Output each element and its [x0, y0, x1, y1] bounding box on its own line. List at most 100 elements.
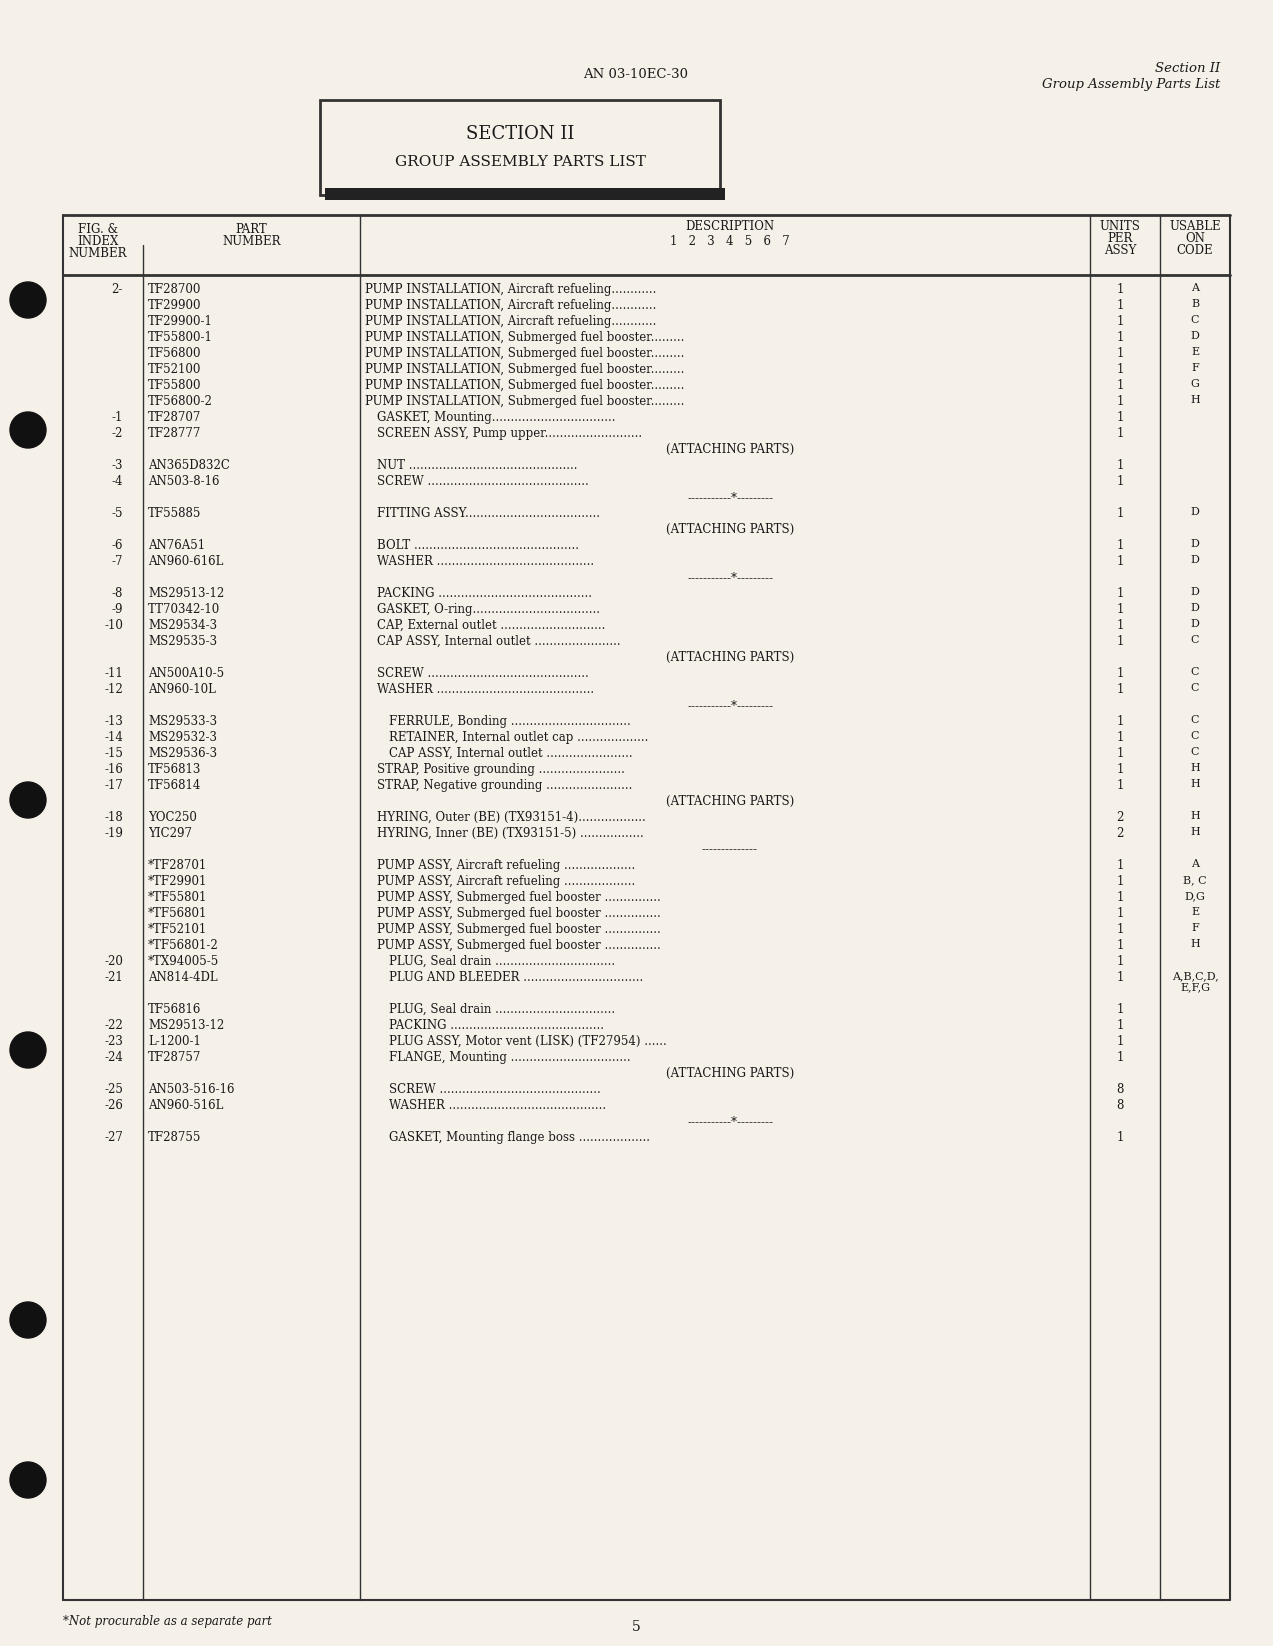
Text: -2: -2	[112, 426, 123, 439]
Text: A: A	[1192, 859, 1199, 869]
Text: 1: 1	[1116, 876, 1124, 887]
Text: TF28707: TF28707	[148, 412, 201, 425]
Text: 1: 1	[1116, 971, 1124, 984]
Text: -----------*---------: -----------*---------	[687, 491, 773, 504]
Text: TF29900-1: TF29900-1	[148, 314, 213, 328]
Text: 1: 1	[1116, 764, 1124, 775]
Text: TF29900: TF29900	[148, 300, 201, 313]
Text: 1: 1	[1116, 938, 1124, 951]
Text: AN 03-10EC-30: AN 03-10EC-30	[583, 67, 689, 81]
Text: -----------*---------: -----------*---------	[687, 1114, 773, 1128]
Text: 1: 1	[1116, 395, 1124, 408]
Text: TF55885: TF55885	[148, 507, 201, 520]
Text: HYRING, Inner (BE) (TX93151-5) .................: HYRING, Inner (BE) (TX93151-5) .........…	[377, 826, 644, 839]
Text: TF56813: TF56813	[148, 764, 201, 775]
Text: *TF55801: *TF55801	[148, 890, 207, 904]
Text: MS29513-12: MS29513-12	[148, 1019, 224, 1032]
Text: TF56816: TF56816	[148, 1002, 201, 1016]
Text: PUMP ASSY, Submerged fuel booster ...............: PUMP ASSY, Submerged fuel booster ......…	[377, 923, 661, 937]
Text: -24: -24	[104, 1052, 123, 1063]
Text: 1: 1	[1116, 379, 1124, 392]
Text: PUMP INSTALLATION, Submerged fuel booster.........: PUMP INSTALLATION, Submerged fuel booste…	[365, 364, 685, 375]
Text: -18: -18	[104, 811, 123, 825]
Text: 1: 1	[1116, 923, 1124, 937]
Text: MS29513-12: MS29513-12	[148, 588, 224, 601]
Text: -12: -12	[104, 683, 123, 696]
Text: B: B	[1192, 300, 1199, 309]
Text: -----------*---------: -----------*---------	[687, 571, 773, 584]
Text: A: A	[1192, 283, 1199, 293]
Text: 1: 1	[1116, 314, 1124, 328]
Text: PACKING .........................................: PACKING ................................…	[390, 1019, 603, 1032]
Text: AN960-516L: AN960-516L	[148, 1100, 223, 1113]
Text: STRAP, Positive grounding .......................: STRAP, Positive grounding ..............…	[377, 764, 625, 775]
Text: -1: -1	[112, 412, 123, 425]
Text: 1: 1	[1116, 331, 1124, 344]
Text: SCREW ...........................................: SCREW ..................................…	[377, 476, 588, 487]
Text: 1: 1	[1116, 1019, 1124, 1032]
Text: -22: -22	[104, 1019, 123, 1032]
Text: 1: 1	[1116, 1002, 1124, 1016]
Text: HYRING, Outer (BE) (TX93151-4)..................: HYRING, Outer (BE) (TX93151-4)..........…	[377, 811, 645, 825]
Text: AN960-616L: AN960-616L	[148, 555, 223, 568]
Text: -20: -20	[104, 955, 123, 968]
Text: 1: 1	[1116, 347, 1124, 360]
Text: TF56800: TF56800	[148, 347, 201, 360]
Text: 1: 1	[1116, 426, 1124, 439]
Text: TF56800-2: TF56800-2	[148, 395, 213, 408]
Circle shape	[10, 782, 46, 818]
Text: PLUG ASSY, Motor vent (LISK) (TF27954) ......: PLUG ASSY, Motor vent (LISK) (TF27954) .…	[390, 1035, 667, 1049]
Text: -19: -19	[104, 826, 123, 839]
Text: STRAP, Negative grounding .......................: STRAP, Negative grounding ..............…	[377, 779, 633, 792]
Text: 1: 1	[1116, 476, 1124, 487]
Text: 2-: 2-	[112, 283, 123, 296]
Text: WASHER ..........................................: WASHER .................................…	[390, 1100, 606, 1113]
Text: MS29536-3: MS29536-3	[148, 747, 218, 760]
Text: DESCRIPTION: DESCRIPTION	[685, 221, 774, 234]
Text: NUT .............................................: NUT ....................................…	[377, 459, 578, 472]
Text: D: D	[1190, 588, 1199, 597]
Text: 1   2   3   4   5   6   7: 1 2 3 4 5 6 7	[670, 235, 789, 249]
Text: USABLE: USABLE	[1169, 221, 1221, 234]
Text: (ATTACHING PARTS): (ATTACHING PARTS)	[666, 523, 794, 537]
Text: 1: 1	[1116, 1052, 1124, 1063]
Text: *TF28701: *TF28701	[148, 859, 207, 872]
Text: PUMP INSTALLATION, Aircraft refueling............: PUMP INSTALLATION, Aircraft refueling...…	[365, 300, 657, 313]
Text: MS29535-3: MS29535-3	[148, 635, 218, 649]
Text: (ATTACHING PARTS): (ATTACHING PARTS)	[666, 795, 794, 808]
Text: -3: -3	[112, 459, 123, 472]
Text: 1: 1	[1116, 667, 1124, 680]
Text: 1: 1	[1116, 714, 1124, 728]
Text: H: H	[1190, 938, 1200, 950]
Text: CAP, External outlet ............................: CAP, External outlet ...................…	[377, 619, 606, 632]
Text: MS29532-3: MS29532-3	[148, 731, 216, 744]
Text: PUMP INSTALLATION, Submerged fuel booster.........: PUMP INSTALLATION, Submerged fuel booste…	[365, 395, 685, 408]
Text: E: E	[1192, 347, 1199, 357]
Text: GASKET, Mounting flange boss ...................: GASKET, Mounting flange boss ...........…	[390, 1131, 651, 1144]
Text: -27: -27	[104, 1131, 123, 1144]
Text: -5: -5	[112, 507, 123, 520]
Text: --------------: --------------	[701, 843, 757, 856]
Text: H: H	[1190, 779, 1200, 788]
Text: 1: 1	[1116, 907, 1124, 920]
Circle shape	[10, 412, 46, 448]
Text: ON: ON	[1185, 232, 1206, 245]
Text: 1: 1	[1116, 459, 1124, 472]
Text: H: H	[1190, 811, 1200, 821]
Text: 2: 2	[1116, 811, 1124, 825]
Text: 1: 1	[1116, 364, 1124, 375]
Text: 8: 8	[1116, 1100, 1124, 1113]
Text: UNITS: UNITS	[1100, 221, 1141, 234]
Text: C: C	[1190, 714, 1199, 724]
Text: PLUG, Seal drain ................................: PLUG, Seal drain .......................…	[390, 1002, 615, 1016]
Text: D: D	[1190, 538, 1199, 550]
Text: 1: 1	[1116, 859, 1124, 872]
Text: C: C	[1190, 635, 1199, 645]
Text: FIG. &: FIG. &	[78, 222, 118, 235]
Text: 1: 1	[1116, 635, 1124, 649]
Text: AN814-4DL: AN814-4DL	[148, 971, 218, 984]
Text: 1: 1	[1116, 1131, 1124, 1144]
Text: SCREW ...........................................: SCREW ..................................…	[377, 667, 588, 680]
Text: PER: PER	[1108, 232, 1133, 245]
Text: YOC250: YOC250	[148, 811, 197, 825]
